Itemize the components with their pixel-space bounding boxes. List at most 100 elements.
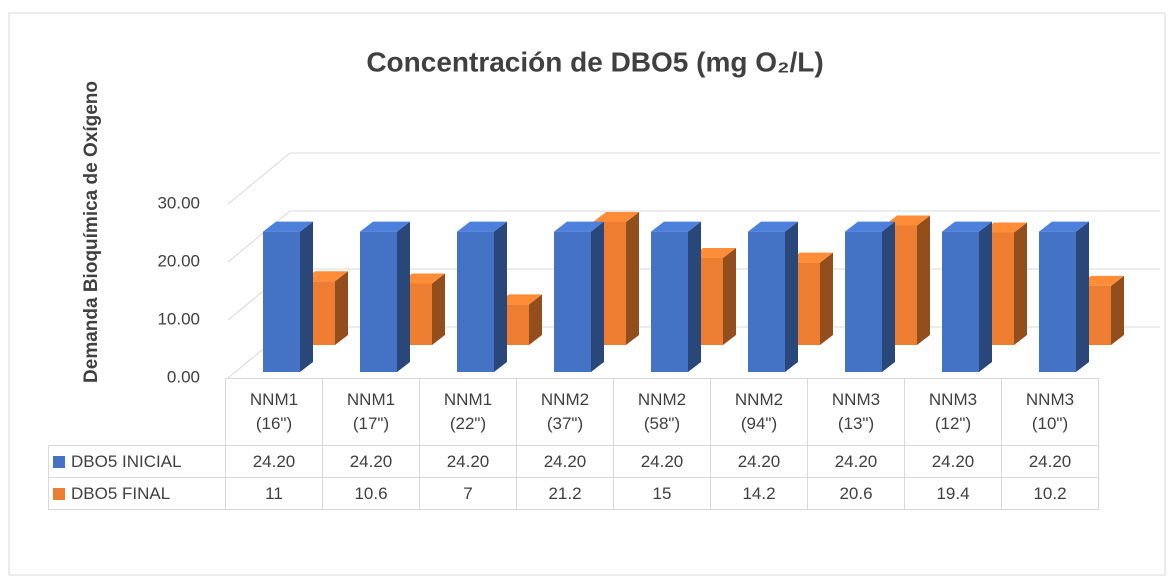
bar bbox=[554, 221, 604, 372]
category-label: NNM1 (22") bbox=[443, 390, 493, 433]
legend-cell: DBO5 INICIAL bbox=[48, 445, 226, 478]
bar bbox=[263, 221, 313, 372]
bar-face bbox=[917, 215, 930, 345]
value-cell: 10.6 bbox=[322, 477, 420, 510]
value-cell: 24.20 bbox=[225, 445, 323, 478]
category-label: NNM2 (37") bbox=[540, 390, 590, 433]
bar-face bbox=[845, 221, 895, 232]
category-label: NNM3 (12") bbox=[928, 390, 978, 433]
bar-face bbox=[882, 221, 895, 372]
bar-face bbox=[942, 221, 992, 232]
legend-cell: DBO5 FINAL bbox=[48, 477, 226, 510]
value-cell: 24.20 bbox=[613, 445, 711, 478]
bar-face bbox=[651, 221, 701, 232]
category-cell: NNM1 (16") bbox=[225, 378, 323, 446]
bar-face bbox=[785, 221, 798, 372]
bar-face bbox=[688, 221, 701, 372]
bar-face bbox=[554, 231, 591, 372]
value-cell: 24.20 bbox=[322, 445, 420, 478]
legend-swatch bbox=[53, 455, 65, 468]
bar-face bbox=[820, 252, 833, 345]
category-cell: NNM1 (17") bbox=[322, 378, 420, 446]
bar-face bbox=[302, 271, 348, 282]
bar-face bbox=[1039, 221, 1089, 232]
bar-face bbox=[942, 231, 979, 372]
bar-face bbox=[591, 221, 604, 372]
bar-face bbox=[884, 215, 930, 226]
bar-face bbox=[399, 273, 445, 284]
bar-face bbox=[1039, 231, 1076, 372]
bar bbox=[360, 221, 410, 372]
category-label: NNM2 (94") bbox=[734, 390, 784, 433]
y-axis-label: Demanda Bioquímica de Oxígeno bbox=[81, 81, 102, 383]
grid-line bbox=[227, 210, 1160, 263]
bar-face bbox=[263, 221, 313, 232]
bar bbox=[748, 221, 798, 372]
bar-face bbox=[263, 231, 300, 372]
bar bbox=[651, 221, 701, 372]
category-cell: NNM3 (10") bbox=[1001, 378, 1099, 446]
y-tick-label: 20.00 bbox=[157, 251, 200, 270]
legend-label: DBO5 FINAL bbox=[71, 483, 171, 503]
bar-face bbox=[432, 273, 445, 345]
legend-swatch bbox=[53, 487, 65, 500]
chart-border bbox=[8, 12, 1166, 576]
bar-face bbox=[626, 212, 639, 345]
chart-title: Concentración de DBO5 (mg O₂/L) bbox=[366, 46, 823, 77]
bar-face bbox=[845, 231, 882, 372]
bar-face bbox=[494, 221, 507, 372]
bar bbox=[845, 221, 895, 372]
bar-face bbox=[1111, 275, 1124, 345]
value-cell: 24.20 bbox=[516, 445, 614, 478]
category-cell: NNM3 (13") bbox=[807, 378, 905, 446]
legend-label: DBO5 INICIAL bbox=[71, 451, 182, 471]
bar-face bbox=[787, 252, 833, 263]
value-cell: 20.6 bbox=[807, 477, 905, 510]
bar-face bbox=[981, 222, 1027, 233]
bar-face bbox=[1078, 275, 1124, 286]
value-cell: 24.20 bbox=[710, 445, 808, 478]
category-cell: NNM2 (94") bbox=[710, 378, 808, 446]
grid-line bbox=[227, 152, 1160, 205]
bar-face bbox=[457, 231, 494, 372]
y-tick-label: 10.00 bbox=[157, 309, 200, 328]
bar-face bbox=[335, 271, 348, 345]
value-cell: 24.20 bbox=[904, 445, 1002, 478]
category-label: NNM2 (58") bbox=[637, 390, 687, 433]
category-cell: NNM3 (12") bbox=[904, 378, 1002, 446]
value-cell: 11 bbox=[225, 477, 323, 510]
value-cell: 19.4 bbox=[904, 477, 1002, 510]
category-cell: NNM2 (58") bbox=[613, 378, 711, 446]
category-label: NNM1 (17") bbox=[346, 390, 396, 433]
bar-face bbox=[300, 221, 313, 372]
bar-face bbox=[360, 231, 397, 372]
value-cell: 24.20 bbox=[807, 445, 905, 478]
bar-face bbox=[1076, 221, 1089, 372]
bar-face bbox=[397, 221, 410, 372]
value-cell: 10.2 bbox=[1001, 477, 1099, 510]
bar-face bbox=[496, 294, 542, 305]
category-label: NNM3 (10") bbox=[1025, 390, 1075, 433]
bar-face bbox=[593, 212, 639, 223]
value-cell: 24.20 bbox=[1001, 445, 1099, 478]
category-cell: NNM1 (22") bbox=[419, 378, 517, 446]
category-label: NNM3 (13") bbox=[831, 390, 881, 433]
value-cell: 21.2 bbox=[516, 477, 614, 510]
category-label: NNM1 (16") bbox=[249, 390, 299, 433]
value-cell: 15 bbox=[613, 477, 711, 510]
value-cell: 14.2 bbox=[710, 477, 808, 510]
bar-face bbox=[554, 221, 604, 232]
data-table: NNM1 (16") NNM1 (17") NNM1 (22") NNM2 (37")… bbox=[48, 378, 1099, 510]
bar-face bbox=[529, 294, 542, 345]
bar bbox=[457, 221, 507, 372]
bar-face bbox=[1014, 222, 1027, 345]
value-cell: 24.20 bbox=[419, 445, 517, 478]
bar-face bbox=[748, 231, 785, 372]
bar bbox=[1039, 221, 1089, 372]
bar-face bbox=[360, 221, 410, 232]
bar-face bbox=[690, 248, 736, 258]
value-cell: 7 bbox=[419, 477, 517, 510]
y-tick-label: 0.00 bbox=[167, 367, 200, 386]
